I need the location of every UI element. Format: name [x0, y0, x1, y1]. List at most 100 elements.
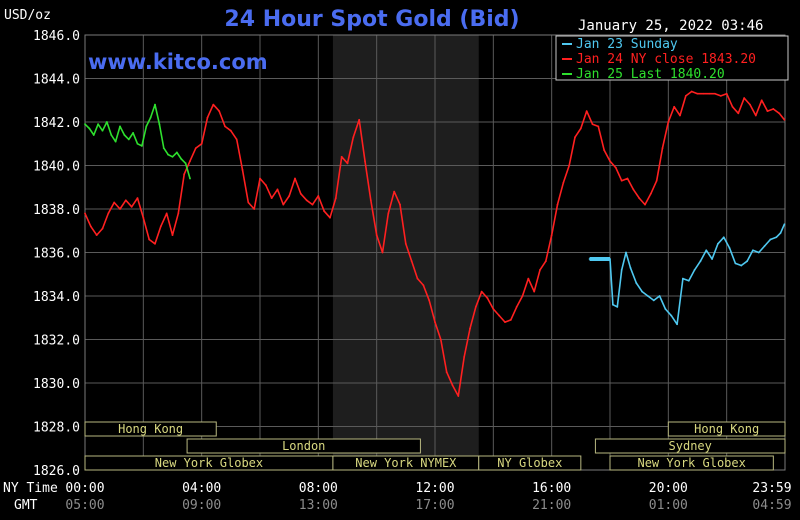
- data-point: [480, 290, 483, 293]
- data-point: [772, 108, 775, 110]
- session-label: New York Globex: [155, 456, 263, 470]
- data-point: [696, 92, 699, 95]
- data-point: [574, 136, 576, 139]
- data-point: [171, 155, 174, 158]
- data-point: [667, 121, 670, 123]
- x-tick-label-ny: 00:00: [65, 481, 104, 496]
- data-point: [769, 238, 772, 241]
- session-label: Hong Kong: [118, 422, 183, 436]
- data-point: [381, 251, 384, 254]
- data-point: [740, 264, 743, 267]
- data-point: [107, 212, 110, 215]
- data-point: [779, 232, 782, 234]
- data-point: [416, 277, 419, 280]
- x-tick-label-ny: 12:00: [415, 481, 454, 496]
- data-point: [434, 321, 436, 323]
- data-point: [101, 227, 104, 230]
- data-point: [626, 177, 629, 180]
- data-point: [728, 247, 731, 250]
- y-tick-label: 1830.0: [33, 377, 80, 392]
- data-point: [162, 147, 165, 150]
- axis-layer: 1846.0 1844.0 1842.0 1840.0 1838.0 1836.0 1834…: [33, 29, 792, 513]
- data-point: [89, 225, 92, 228]
- y-tick-label: 1846.0: [33, 29, 80, 44]
- legend-item-last: Jan 25 Last 1840.20: [576, 67, 725, 82]
- data-point: [224, 125, 226, 128]
- data-point: [457, 395, 460, 397]
- data-point: [474, 305, 477, 308]
- data-point: [641, 290, 643, 293]
- legend-item-ny-close: Jan 24 NY close 1843.20: [576, 52, 756, 67]
- data-point: [521, 295, 524, 297]
- data-point: [124, 199, 127, 202]
- data-point: [754, 114, 757, 117]
- data-point: [550, 234, 553, 237]
- timestamp: January 25, 2022 03:46: [578, 18, 763, 34]
- data-point: [212, 103, 215, 106]
- data-point: [690, 90, 693, 93]
- data-point: [180, 158, 183, 160]
- data-point: [84, 123, 86, 126]
- data-point: [247, 201, 250, 204]
- y-tick-label: 1834.0: [33, 290, 80, 305]
- data-point: [148, 238, 151, 241]
- data-point: [702, 92, 705, 95]
- data-point: [492, 308, 495, 310]
- session-label: Hong Kong: [694, 422, 759, 436]
- data-point: [620, 269, 623, 271]
- y-tick-label: 1838.0: [33, 203, 80, 218]
- data-point: [175, 151, 178, 154]
- data-point: [165, 212, 168, 215]
- data-point: [229, 129, 232, 132]
- data-point: [393, 190, 396, 193]
- data-point: [612, 303, 614, 306]
- data-point: [679, 114, 681, 117]
- data-point: [334, 197, 337, 200]
- data-point: [364, 160, 366, 163]
- data-point: [95, 234, 98, 237]
- data-point: [757, 251, 760, 254]
- data-point: [142, 216, 145, 219]
- data-point: [184, 162, 187, 165]
- x-tick-label-ny: 16:00: [532, 481, 571, 496]
- data-point: [294, 177, 296, 180]
- data-point: [743, 97, 746, 99]
- x-tick-label-gmt: 21:00: [532, 498, 571, 513]
- data-point: [241, 168, 244, 171]
- data-point: [719, 95, 722, 97]
- data-point: [661, 147, 664, 150]
- data-point: [783, 223, 786, 226]
- series-line-0: [589, 223, 786, 326]
- data-point: [154, 242, 156, 245]
- data-point: [760, 99, 763, 102]
- legend-item-sunday: Jan 23 Sunday: [576, 37, 678, 52]
- data-point: [422, 284, 425, 287]
- data-point: [635, 282, 638, 284]
- data-point: [670, 314, 673, 317]
- data-point: [329, 216, 331, 219]
- data-point: [140, 145, 143, 147]
- x-tick-label-ny: 04:00: [182, 481, 221, 496]
- data-point: [218, 110, 221, 113]
- data-point: [189, 177, 191, 180]
- data-point: [682, 277, 684, 280]
- data-point: [119, 208, 121, 210]
- data-point: [158, 123, 161, 126]
- x-tick-label-gmt: 04:59: [752, 498, 791, 513]
- data-point: [127, 138, 130, 141]
- data-point: [375, 234, 378, 237]
- session-bar: [84, 421, 217, 437]
- session-label: New York NYMEX: [355, 456, 457, 470]
- data-point: [206, 116, 209, 119]
- data-point: [105, 121, 108, 123]
- data-point: [509, 319, 512, 321]
- data-point: [763, 245, 766, 247]
- data-point: [410, 260, 413, 263]
- data-point: [149, 116, 152, 119]
- data-point: [469, 327, 471, 330]
- session-label: New York Globex: [637, 456, 745, 470]
- data-point: [562, 182, 565, 184]
- data-point: [132, 131, 135, 134]
- data-point: [439, 338, 442, 341]
